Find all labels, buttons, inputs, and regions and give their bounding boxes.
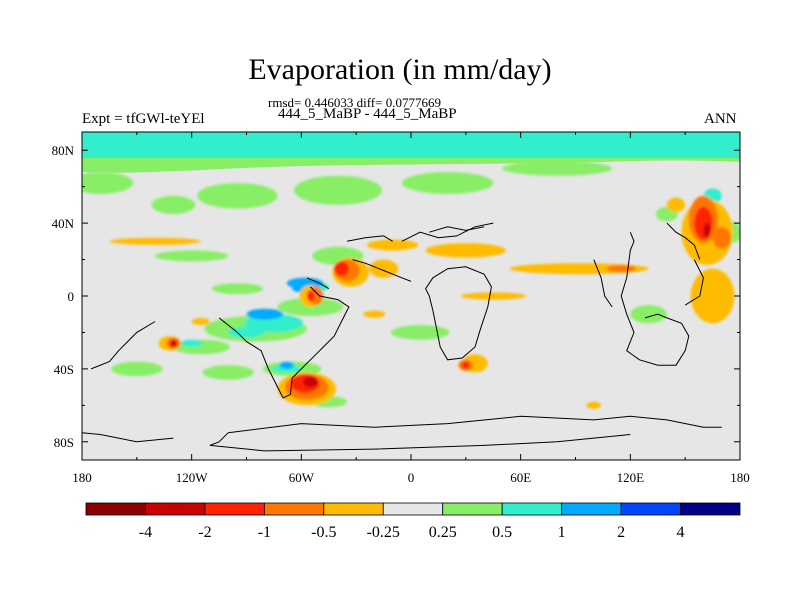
y-tick-label-0: 80N xyxy=(52,143,75,158)
coastline-2 xyxy=(306,277,330,290)
x-tick-label-3: 0 xyxy=(408,470,415,485)
anomaly-region-60 xyxy=(462,361,470,369)
colorbar-label-6: 0.5 xyxy=(492,524,512,541)
y-axis: 80N 40N 0 40S 80S xyxy=(52,143,740,450)
anomaly-region-35 xyxy=(367,239,419,251)
colorbar-box-0 xyxy=(85,502,146,516)
coastline-5 xyxy=(401,222,494,242)
colorbar-box-2 xyxy=(204,502,265,516)
anomaly-region-61 xyxy=(306,290,315,302)
case-label: 444_5_MaBP - 444_5_MaBP xyxy=(278,106,457,122)
colorbar-label-2: -1 xyxy=(258,524,271,541)
coastline-7 xyxy=(429,226,485,233)
anomaly-region-58 xyxy=(334,261,349,277)
experiment-label: Expt = tfGWl-teYEl xyxy=(82,111,205,127)
anomaly-region-12 xyxy=(202,365,254,380)
x-tick-label-4: 60E xyxy=(510,470,531,485)
x-tick-label-6: 180 xyxy=(730,470,750,485)
x-tick-label-1: 120W xyxy=(176,470,209,485)
anomaly-region-48 xyxy=(191,317,210,326)
x-tick-label-0: 180 xyxy=(72,470,92,485)
colorbar-box-3 xyxy=(263,502,325,516)
colorbar-label-1: -2 xyxy=(198,524,211,541)
anomaly-region-4 xyxy=(401,172,494,194)
anomaly-region-17 xyxy=(630,305,667,324)
coastline-9 xyxy=(666,222,701,260)
colorbar-box-8 xyxy=(561,502,622,516)
anomaly-region-63 xyxy=(703,223,711,238)
colorbar-box-6 xyxy=(442,502,503,516)
anomaly-region-14 xyxy=(111,361,163,377)
colorbar-label-0: -4 xyxy=(139,524,152,541)
anomaly-region-46 xyxy=(363,310,386,318)
anomaly-region-47 xyxy=(586,401,602,409)
anomaly-region-16 xyxy=(390,325,450,340)
season-label: ANN xyxy=(704,111,737,127)
coastline-8 xyxy=(620,232,690,366)
x-tick-label-5: 120E xyxy=(617,470,645,485)
colorbar-box-7 xyxy=(501,502,563,516)
anomaly-region-27 xyxy=(246,308,284,320)
colorbar-label-8: 2 xyxy=(617,524,625,541)
x-tick-label-2: 60W xyxy=(289,470,315,485)
colorbar-label-5: 0.25 xyxy=(429,524,457,541)
y-tick-label-4: 80S xyxy=(54,435,74,450)
anomaly-region-45 xyxy=(460,292,527,300)
colorbar-box-5 xyxy=(382,502,444,516)
coastline-15 xyxy=(82,432,174,443)
anomaly-region-56 xyxy=(606,265,636,273)
colorbar-box-10 xyxy=(680,502,741,516)
colorbar-label-3: -0.5 xyxy=(311,524,336,541)
stats-label: rmsd= 0.446033 diff= 0.0777669 xyxy=(268,95,441,110)
coastline-6 xyxy=(346,235,393,242)
anomaly-region-28 xyxy=(279,361,295,369)
chart-title: Evaporation (in mm/day) xyxy=(248,53,552,86)
coastline-10 xyxy=(684,259,704,306)
y-tick-label-2: 0 xyxy=(68,289,75,304)
coastline-1 xyxy=(282,286,350,399)
anomaly-region-3 xyxy=(294,175,382,205)
anomaly-region-7 xyxy=(211,283,263,295)
colorbar-label-7: 1 xyxy=(558,524,566,541)
anomaly-region-36 xyxy=(425,243,506,258)
coastline-13 xyxy=(228,415,722,434)
coastline-14 xyxy=(209,432,631,452)
coastline-11 xyxy=(593,259,613,308)
anomaly-region-22 xyxy=(272,365,302,373)
anomaly-region-39 xyxy=(666,197,686,213)
coastline-12 xyxy=(90,321,156,370)
coastline-4 xyxy=(425,266,492,361)
colorbar-box-9 xyxy=(620,502,681,516)
anomaly-region-0 xyxy=(82,172,134,194)
coastline-3 xyxy=(352,259,412,282)
coastline-0 xyxy=(218,317,284,399)
anomaly-region-6 xyxy=(155,250,229,262)
anomaly-region-1 xyxy=(151,195,196,214)
colorbar-box-1 xyxy=(145,502,206,516)
coastlines xyxy=(82,222,722,452)
colorbar-label-4: -0.25 xyxy=(367,524,400,541)
anomaly-region-5 xyxy=(502,161,612,176)
anomaly-region-62 xyxy=(303,376,318,388)
anomaly-region-43 xyxy=(690,268,735,324)
anomaly-region-44 xyxy=(109,237,201,245)
y-tick-label-3: 40S xyxy=(54,362,74,377)
anomaly-region-53 xyxy=(712,226,731,249)
anomaly-region-21 xyxy=(180,339,203,347)
colorbar-label-9: 4 xyxy=(677,524,685,541)
anomaly-region-24 xyxy=(228,326,265,338)
anomaly-region-2 xyxy=(197,183,278,209)
anomaly-region-64 xyxy=(169,339,178,347)
colorbar: -4 -2 -1 -0.5 -0.25 0.25 0.5 1 2 4 xyxy=(85,502,741,541)
y-tick-label-1: 40N xyxy=(52,216,75,231)
colorbar-box-4 xyxy=(323,502,384,516)
x-axis: 180 120W 60W 0 60E 120E 180 xyxy=(72,132,750,485)
